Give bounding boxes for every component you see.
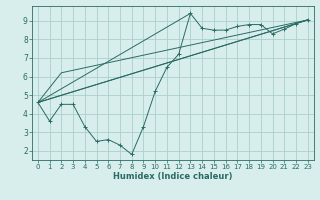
X-axis label: Humidex (Indice chaleur): Humidex (Indice chaleur)	[113, 172, 233, 181]
